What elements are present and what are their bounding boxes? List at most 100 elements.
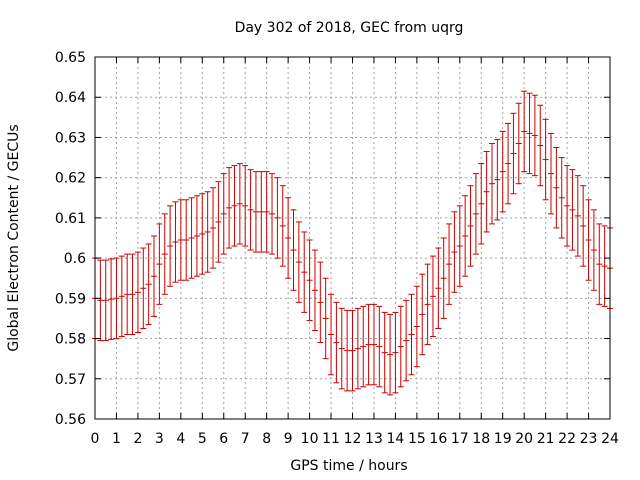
error-bar-point: [97, 259, 104, 342]
error-bar-point: [322, 277, 329, 360]
y-tick-label: 0.56: [55, 412, 86, 428]
error-bar-point: [370, 303, 377, 386]
error-bar-point: [521, 90, 528, 173]
error-bar-point: [376, 305, 383, 388]
x-tick-label: 24: [601, 431, 619, 447]
x-tick-label: 5: [198, 431, 207, 447]
x-axis-label: GPS time / hours: [290, 458, 407, 474]
x-tick-label: 17: [451, 431, 469, 447]
error-bar-point: [204, 191, 211, 273]
error-bar-point: [151, 235, 158, 317]
error-bar-point: [274, 177, 281, 259]
error-bar-point: [360, 305, 367, 388]
error-bar-point: [488, 142, 495, 225]
error-bar-point: [494, 138, 501, 221]
error-bar-point: [558, 157, 565, 239]
axis-ticks: 0 1 2 3 4 5 6 7 8 9 10 11 12 13 14 15 16 17 18 19 20 21 22 23 24…: [55, 50, 619, 447]
error-bar-point: [290, 209, 297, 291]
error-bar-point: [547, 132, 554, 215]
error-bar-point: [429, 255, 436, 338]
error-bar-point: [537, 104, 544, 187]
x-tick-label: 9: [284, 431, 293, 447]
x-tick-label: 2: [133, 431, 142, 447]
error-bar-point: [328, 293, 335, 376]
y-tick-label: 0.59: [55, 291, 86, 307]
x-tick-label: 19: [494, 431, 512, 447]
error-bar-point: [210, 187, 217, 269]
error-bar-point: [167, 205, 174, 287]
x-tick-label: 18: [472, 431, 490, 447]
x-tick-label: 8: [262, 431, 271, 447]
error-bar-point: [226, 167, 233, 249]
error-bar-point: [188, 197, 195, 279]
error-bar-point: [467, 185, 474, 267]
error-bar-point: [580, 185, 587, 267]
x-tick-label: 15: [408, 431, 426, 447]
error-bar-point: [102, 259, 109, 342]
error-bar-point: [236, 163, 243, 245]
error-bar-point: [456, 205, 463, 287]
error-bar-point: [156, 223, 163, 305]
error-bar-point: [263, 171, 270, 253]
x-tick-label: 12: [344, 431, 362, 447]
error-bar-point: [387, 313, 394, 396]
error-bar-point: [505, 122, 512, 205]
error-bar-point: [183, 199, 190, 281]
error-bar-point: [596, 223, 603, 305]
error-bar-point: [510, 112, 517, 195]
error-bar-point: [306, 239, 313, 321]
error-bar-point: [413, 285, 420, 368]
error-bar-point: [247, 169, 254, 251]
error-bar-point: [344, 309, 351, 392]
error-bar-point: [279, 185, 286, 267]
error-bar-point: [129, 253, 136, 336]
error-bar-point: [419, 273, 426, 356]
error-bar-point: [472, 173, 479, 255]
error-bar-point: [408, 293, 415, 376]
x-tick-label: 4: [176, 431, 185, 447]
error-bar-point: [161, 213, 168, 295]
x-tick-label: 13: [365, 431, 383, 447]
error-bar-point: [483, 151, 490, 233]
y-tick-label: 0.58: [55, 332, 86, 348]
error-bar-point: [542, 118, 549, 201]
error-bar-point: [177, 199, 184, 281]
error-bar-point: [124, 253, 131, 336]
error-bar-point: [440, 237, 447, 319]
error-bar-point: [317, 261, 324, 344]
y-tick-label: 0.65: [55, 50, 86, 66]
x-tick-label: 16: [429, 431, 447, 447]
x-tick-label: 22: [558, 431, 576, 447]
error-bar-point: [269, 173, 276, 255]
x-tick-label: 0: [91, 431, 100, 447]
error-bar-point: [301, 231, 308, 313]
error-bar-point: [403, 299, 410, 382]
error-bar-point: [451, 211, 458, 293]
y-tick-label: 0.57: [55, 372, 86, 388]
x-tick-label: 14: [387, 431, 405, 447]
error-bar-point: [397, 305, 404, 388]
error-bar-point: [252, 171, 259, 253]
error-bar-point: [462, 195, 469, 277]
error-bar-point: [311, 249, 318, 332]
y-tick-label: 0.61: [55, 211, 86, 227]
error-bar-point: [349, 309, 356, 392]
error-bar-point: [145, 243, 152, 325]
error-bar-point: [354, 307, 361, 390]
error-bar-point: [242, 165, 249, 247]
error-bar-point: [515, 102, 522, 185]
error-bar-point: [365, 303, 372, 386]
error-bar-point: [435, 247, 442, 329]
chart-title: Day 302 of 2018, GEC from uqrg: [235, 20, 464, 36]
x-tick-label: 6: [219, 431, 228, 447]
error-bar-point: [424, 263, 431, 346]
x-tick-label: 23: [580, 431, 598, 447]
data-series: [92, 90, 613, 396]
error-bar-point: [333, 301, 340, 384]
error-bar-point: [134, 251, 141, 334]
y-tick-label: 0.64: [55, 90, 86, 106]
error-bar-point: [478, 163, 485, 245]
error-bar-point: [392, 311, 399, 394]
